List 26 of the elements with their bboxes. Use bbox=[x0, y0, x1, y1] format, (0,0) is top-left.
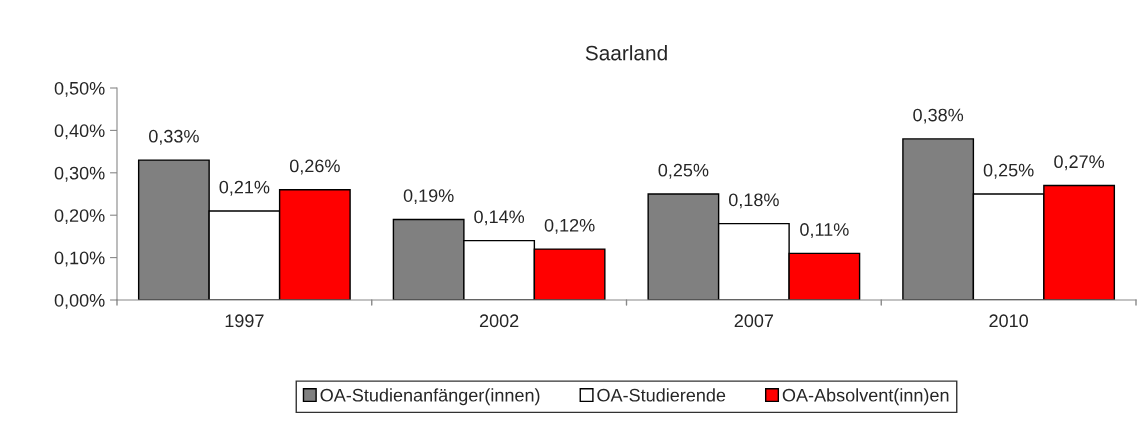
y-tick-label: 0,20% bbox=[54, 209, 105, 225]
data-label: 0,25% bbox=[983, 163, 1034, 179]
x-tick-label: 1997 bbox=[225, 314, 264, 328]
data-label: 0,18% bbox=[728, 193, 779, 209]
x-tick-label: 2007 bbox=[734, 314, 774, 328]
data-label: 0,21% bbox=[219, 180, 270, 196]
data-label: 0,11% bbox=[800, 223, 849, 239]
data-label: 0,12% bbox=[544, 218, 595, 234]
x-tick-label: 2002 bbox=[479, 314, 519, 328]
data-label: 0,26% bbox=[289, 159, 340, 175]
y-tick-label: 0,30% bbox=[54, 166, 105, 182]
chart-title: Saarland bbox=[585, 45, 667, 61]
y-tick-label: 0,00% bbox=[54, 293, 105, 309]
legend-label: OA-Absolvent(inn)en bbox=[782, 388, 949, 406]
y-tick-label: 0,10% bbox=[54, 251, 105, 267]
data-label: 0,19% bbox=[403, 189, 454, 205]
x-tick-label: 2010 bbox=[989, 314, 1028, 328]
data-label: 0,38% bbox=[913, 108, 964, 124]
data-label: 0,27% bbox=[1054, 155, 1105, 171]
legend-label: OA-Studierende bbox=[597, 388, 726, 402]
legend-label: OA-Studienanfänger(innen) bbox=[320, 388, 540, 406]
data-label: 0,33% bbox=[149, 129, 199, 145]
y-tick-label: 0,50% bbox=[54, 81, 105, 97]
data-label: 0,14% bbox=[474, 210, 525, 226]
y-tick-label: 0,40% bbox=[54, 124, 105, 140]
data-label: 0,25% bbox=[658, 163, 709, 179]
